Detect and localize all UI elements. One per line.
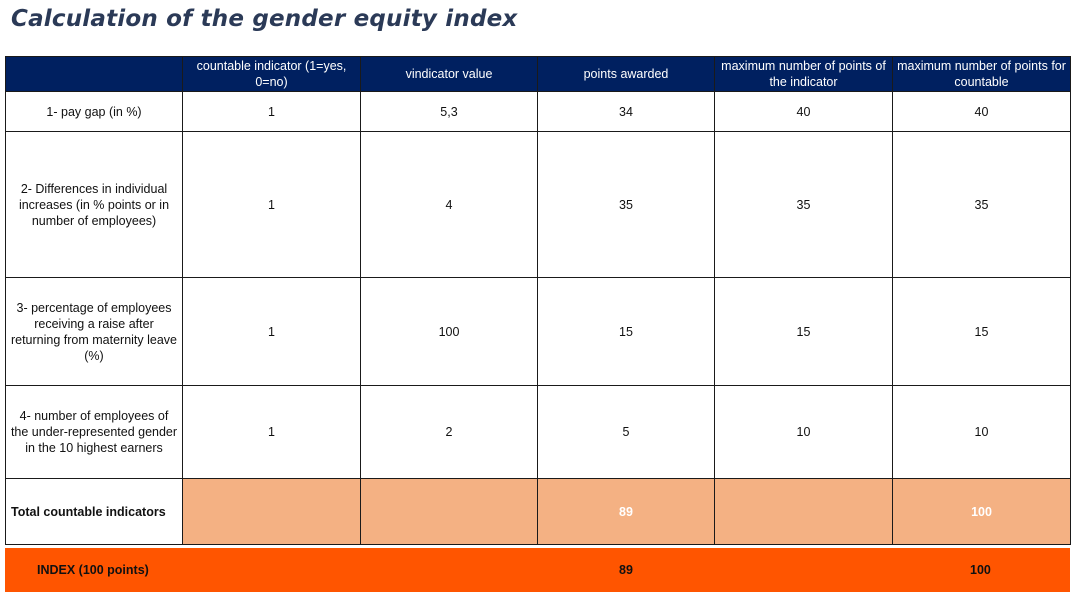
header-max-points-indicator: maximum number of points of the indicato… <box>714 56 893 92</box>
cell-max-countable: 35 <box>892 131 1071 278</box>
index-row: INDEX (100 points) 89 100 <box>5 548 1070 592</box>
row-label: 3- percentage of employees receiving a r… <box>5 277 183 386</box>
total-row: Total countable indicators 89 100 <box>5 478 1071 545</box>
row-label: 4- number of employees of the under-repr… <box>5 385 183 479</box>
cell-max-countable: 40 <box>892 91 1071 132</box>
cell-points: 15 <box>537 277 715 386</box>
header-row: countable indicator (1=yes, 0=no) vindic… <box>5 56 1071 92</box>
total-empty-cell <box>360 478 538 545</box>
index-points: 89 <box>619 563 633 577</box>
cell-max-indicator: 10 <box>714 385 893 479</box>
row-label: 2- Differences in individual increases (… <box>5 131 183 278</box>
cell-value: 100 <box>360 277 538 386</box>
cell-value: 2 <box>360 385 538 479</box>
header-countable-indicator: countable indicator (1=yes, 0=no) <box>182 56 361 92</box>
table-row: 3- percentage of employees receiving a r… <box>5 277 1071 386</box>
cell-max-indicator: 40 <box>714 91 893 132</box>
table-row: 2- Differences in individual increases (… <box>5 131 1071 278</box>
row-label: 1- pay gap (in %) <box>5 91 183 132</box>
total-empty-cell <box>182 478 361 545</box>
cell-max-indicator: 35 <box>714 131 893 278</box>
gender-equity-table: countable indicator (1=yes, 0=no) vindic… <box>5 56 1071 545</box>
total-max-countable: 100 <box>892 478 1071 545</box>
cell-max-countable: 15 <box>892 277 1071 386</box>
header-indicator-value: vindicator value <box>360 56 538 92</box>
cell-value: 5,3 <box>360 91 538 132</box>
header-empty <box>5 56 183 92</box>
index-max: 100 <box>970 563 991 577</box>
cell-max-indicator: 15 <box>714 277 893 386</box>
total-points: 89 <box>537 478 715 545</box>
cell-countable: 1 <box>182 385 361 479</box>
total-empty-cell <box>714 478 893 545</box>
header-max-points-countable: maximum number of points for countable <box>892 56 1071 92</box>
table-row: 4- number of employees of the under-repr… <box>5 385 1071 479</box>
cell-value: 4 <box>360 131 538 278</box>
total-label: Total countable indicators <box>5 478 183 545</box>
cell-points: 34 <box>537 91 715 132</box>
header-points-awarded: points awarded <box>537 56 715 92</box>
cell-countable: 1 <box>182 91 361 132</box>
page-title: Calculation of the gender equity index <box>11 6 518 32</box>
cell-points: 5 <box>537 385 715 479</box>
cell-points: 35 <box>537 131 715 278</box>
index-label: INDEX (100 points) <box>37 563 149 577</box>
cell-countable: 1 <box>182 277 361 386</box>
cell-max-countable: 10 <box>892 385 1071 479</box>
cell-countable: 1 <box>182 131 361 278</box>
table-row: 1- pay gap (in %) 1 5,3 34 40 40 <box>5 91 1071 132</box>
